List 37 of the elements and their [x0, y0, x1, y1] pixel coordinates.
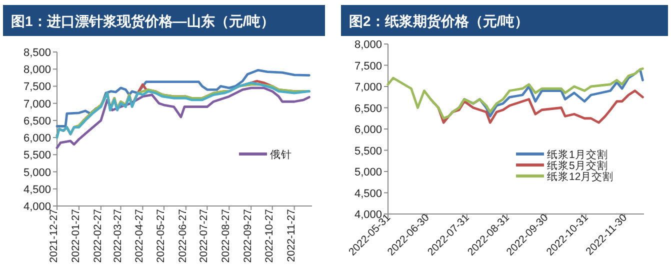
x-tick-label: 2022-05-27	[154, 208, 167, 263]
y-tick-label: 6,500	[354, 102, 382, 115]
y-tick-label: 6,000	[354, 124, 382, 136]
legend-label: 俄针	[270, 149, 292, 161]
y-tick-label: 7,500	[23, 81, 51, 94]
y-tick-label: 7,500	[354, 60, 382, 72]
legend-label: 纸浆12月交割	[547, 170, 614, 183]
legend: 俄针	[239, 149, 292, 161]
y-tick-label: 5,000	[354, 166, 382, 178]
y-tick-label: 4,000	[23, 201, 51, 213]
x-tick-label: 2022-07-27	[198, 208, 210, 263]
x-tick-label: 2022-04-27	[134, 208, 146, 263]
y-tick-label: 7,000	[354, 82, 382, 94]
x-tick-label: 2022-11-27	[285, 208, 298, 262]
x-tick-label: 2021-12-27	[48, 208, 60, 263]
y-tick-label: 5,500	[23, 150, 51, 162]
x-tick-label: 2022-08-27	[220, 208, 232, 263]
y-tick-label: 4,500	[354, 188, 382, 200]
y-tick-label: 5,500	[354, 145, 382, 158]
x-tick-label: 2022-10-27	[263, 208, 276, 263]
chart-title: 图2：纸浆期货价格（元/吨）	[349, 13, 529, 29]
y-tick-label: 4,500	[23, 184, 51, 196]
y-tick-label: 5,000	[23, 166, 51, 179]
chart-title: 图1：进口漂针浆现货价格—山东（元/吨）	[11, 13, 275, 29]
y-tick-label: 7,000	[23, 98, 51, 110]
x-tick-label: 2022-06-27	[176, 208, 189, 263]
legend-label: 纸浆1月交割	[547, 148, 608, 161]
y-tick-label: 6,500	[23, 115, 51, 128]
x-tick-label: 2022-09-27	[242, 208, 254, 263]
y-tick-label: 6,000	[23, 132, 51, 145]
legend-label: 纸浆5月交割	[547, 159, 608, 172]
x-tick-label: 2022-03-27	[112, 208, 124, 263]
x-tick-label: 2022-01-27	[70, 208, 82, 263]
y-tick-label: 8,000	[354, 39, 382, 51]
y-tick-label: 8,000	[23, 64, 51, 76]
y-tick-label: 8,500	[23, 47, 51, 59]
x-tick-label: 2022-02-27	[92, 208, 104, 263]
